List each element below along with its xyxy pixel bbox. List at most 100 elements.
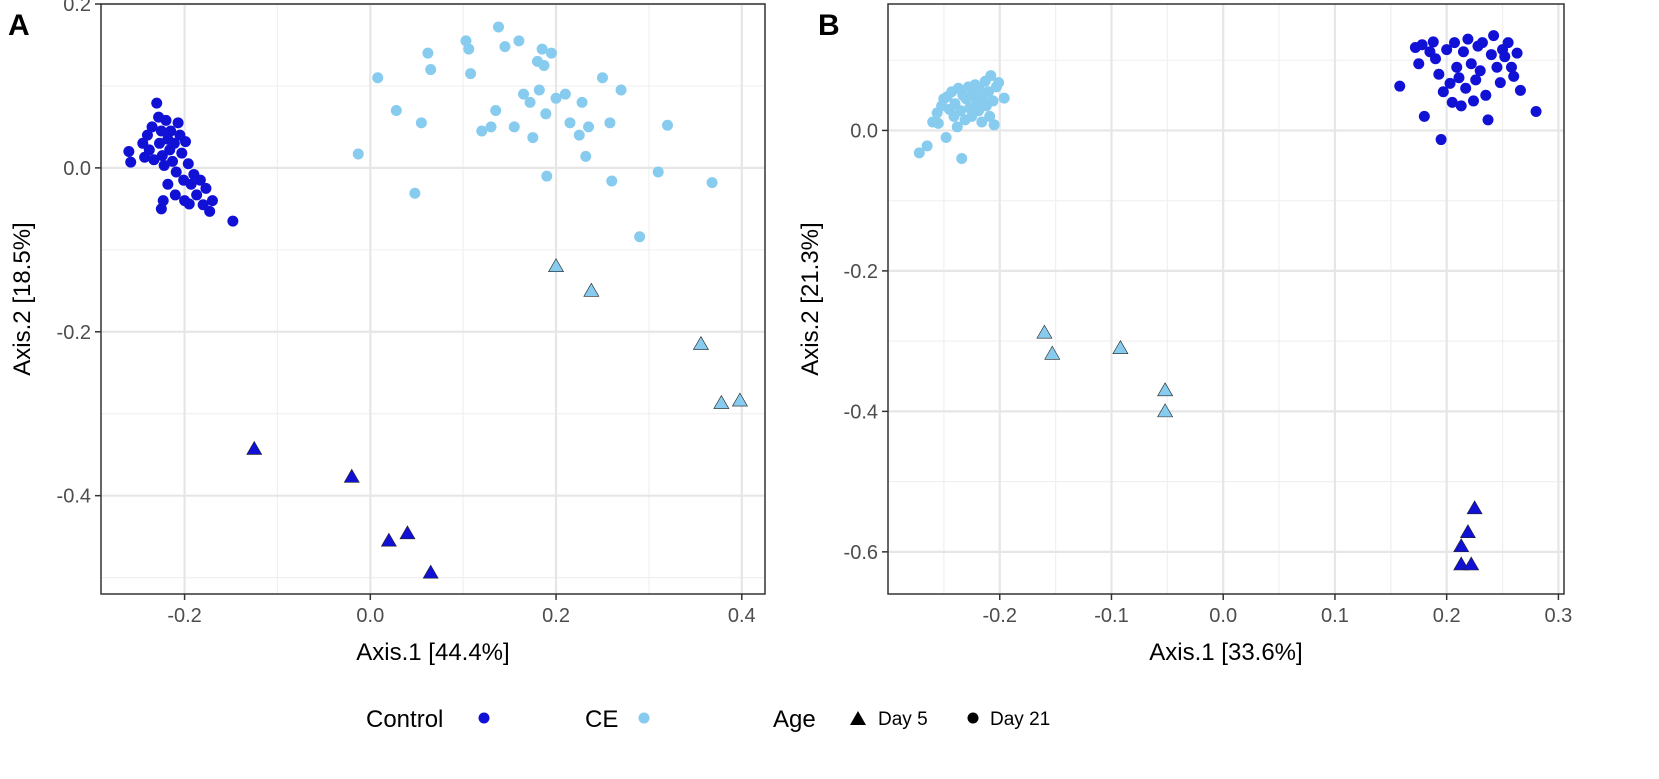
point-ce-day-5	[548, 258, 565, 273]
point-ce-day-21	[390, 105, 402, 117]
point-ce-day-21	[988, 119, 1000, 131]
point-ce-day-21	[527, 132, 539, 144]
point-ce-day-21	[984, 110, 996, 122]
point-ce-day-21	[476, 125, 488, 137]
point-control-day-21	[1470, 74, 1482, 86]
point-control-day-21	[168, 137, 180, 149]
point-control-day-21	[155, 203, 167, 215]
point-control-day-21	[157, 195, 169, 207]
point-control-day-21	[1455, 100, 1467, 112]
panel-a-label: A	[8, 9, 30, 42]
point-control-day-21	[1467, 95, 1479, 107]
point-ce-day-21	[499, 41, 511, 53]
point-ce-day-21	[485, 121, 497, 133]
point-ce-day-5	[583, 282, 600, 297]
point-control-day-21	[1511, 47, 1523, 59]
point-ce-day-21	[533, 84, 545, 96]
point-control-day-5	[246, 440, 263, 455]
point-control-day-21	[1413, 58, 1425, 70]
panel-a-x-tick-label: 0.0	[356, 605, 384, 627]
point-control-day-21	[167, 155, 179, 167]
panel-a-x-tick-label: 0.4	[728, 605, 756, 627]
point-ce-day-21	[951, 121, 963, 133]
point-ce-day-21	[615, 84, 627, 96]
point-control-day-21	[158, 159, 170, 171]
point-control-day-21	[1441, 44, 1453, 56]
legend-day21-label: Day 21	[990, 709, 1050, 730]
legend-day5-label: Day 5	[878, 709, 928, 730]
point-control-day-21	[1462, 33, 1474, 45]
legend-day21-circle-icon	[967, 712, 979, 724]
point-ce-day-21	[559, 88, 571, 100]
point-control-day-5	[1459, 524, 1476, 538]
point-ce-day-21	[524, 96, 536, 108]
point-control-day-21	[227, 215, 239, 227]
point-control-day-21	[204, 205, 216, 217]
point-control-day-5	[422, 564, 439, 579]
panel-a-x-tick-label: 0.2	[542, 605, 570, 627]
point-control-day-21	[182, 158, 194, 170]
point-control-day-21	[1514, 84, 1526, 96]
point-ce-day-21	[604, 117, 616, 129]
point-ce-day-21	[465, 68, 477, 80]
panel-b-y-tick-label: 0.0	[850, 120, 878, 142]
point-ce-day-5	[1157, 403, 1174, 418]
point-control-day-5	[380, 532, 397, 547]
point-ce-day-21	[580, 150, 592, 162]
point-ce-day-21	[540, 108, 552, 120]
panel-b-x-tick-label: 0.0	[1209, 605, 1237, 627]
point-ce-day-21	[956, 153, 968, 165]
point-ce-day-21	[372, 72, 384, 84]
panel-b-x-tick-label: 0.1	[1321, 605, 1349, 627]
point-ce-day-21	[921, 140, 933, 152]
panel-b-ylabel: Axis.2 [21.3%]	[797, 222, 824, 375]
panel-a-grid	[101, 2, 765, 594]
panel-b-frame	[887, 3, 1565, 595]
point-ce-day-21	[536, 43, 548, 55]
point-control-day-21	[1430, 53, 1442, 65]
point-ce-day-21	[425, 64, 437, 76]
point-ce-day-21	[490, 105, 502, 117]
point-control-day-21	[180, 136, 192, 148]
point-control-day-5	[1463, 556, 1480, 571]
point-control-day-21	[1465, 58, 1477, 70]
point-control-day-21	[125, 156, 137, 168]
point-control-day-21	[1494, 77, 1506, 89]
panel-a-y-tick-label: -0.2	[57, 322, 91, 344]
point-ce-day-5	[1036, 324, 1053, 339]
point-ce-day-21	[550, 92, 562, 104]
point-control-day-21	[1502, 37, 1514, 49]
point-ce-day-21	[513, 35, 525, 47]
point-ce-day-21	[583, 121, 595, 133]
point-ce-day-21	[564, 117, 576, 129]
point-control-day-21	[200, 182, 212, 194]
point-control-day-21	[1460, 82, 1472, 94]
point-control-day-21	[1488, 30, 1500, 42]
point-control-day-21	[206, 195, 218, 207]
point-control-day-21	[1444, 77, 1456, 89]
legend-day5-triangle-icon	[850, 711, 866, 725]
panel-a-ticks: -0.2 0.0 0.2 0.4 -0.4 -0.2 0.0 0.2	[57, 0, 756, 627]
point-control-day-21	[1437, 86, 1449, 98]
point-control-day-21	[146, 121, 158, 133]
point-control-day-21	[155, 125, 167, 137]
point-control-day-21	[1491, 61, 1503, 73]
panel-b-points	[913, 30, 1542, 571]
panel-a-ylabel: Axis.2 [18.5%]	[9, 222, 36, 375]
point-control-day-21	[156, 150, 168, 162]
point-ce-day-21	[415, 117, 427, 129]
point-ce-day-21	[573, 129, 585, 141]
point-ce-day-21	[706, 177, 718, 189]
point-ce-day-21	[976, 116, 988, 128]
point-ce-day-21	[576, 96, 588, 108]
point-control-day-21	[170, 166, 182, 178]
point-control-day-21	[160, 114, 172, 126]
point-ce-day-21	[606, 175, 618, 187]
legend-control-swatch	[478, 712, 490, 724]
point-ce-day-5	[713, 394, 730, 409]
point-control-day-21	[185, 178, 197, 190]
point-control-day-21	[1453, 72, 1465, 84]
point-ce-day-21	[492, 21, 504, 33]
point-control-day-21	[1474, 65, 1486, 77]
point-control-day-5	[1453, 538, 1470, 553]
